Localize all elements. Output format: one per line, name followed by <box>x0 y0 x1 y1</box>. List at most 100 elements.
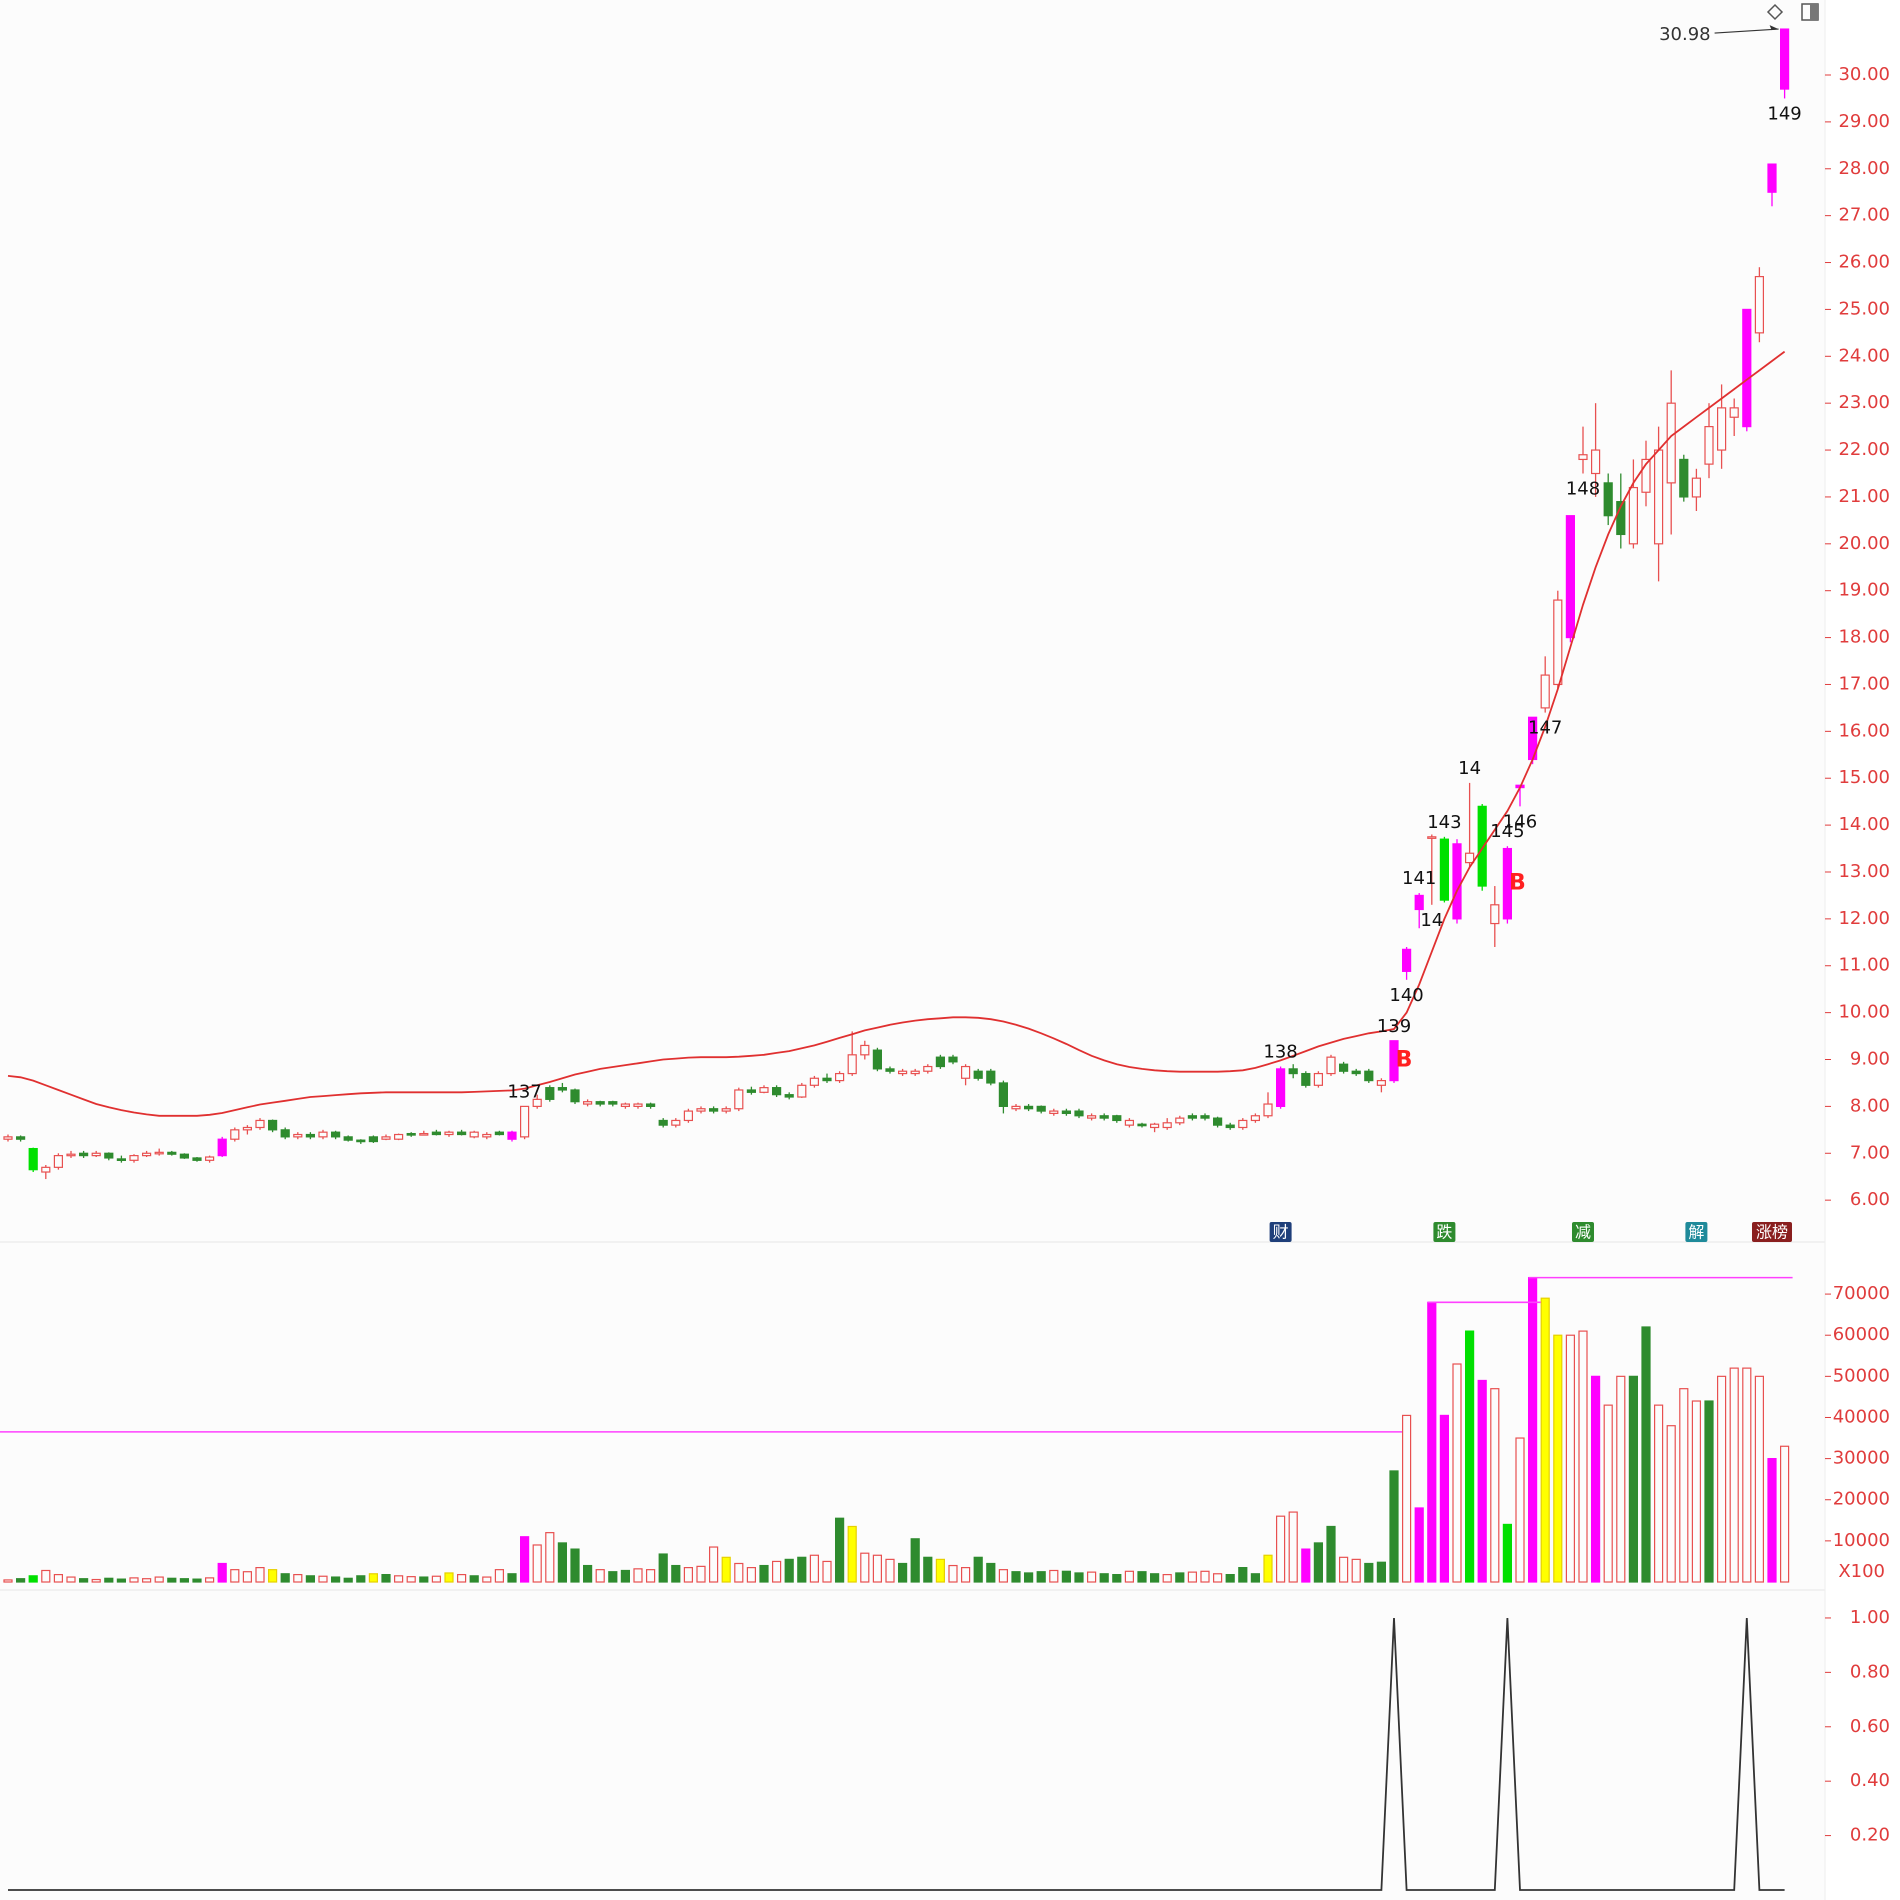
volume-bar <box>444 1572 454 1583</box>
candle-body <box>1628 486 1639 545</box>
volume-bar <box>1527 1277 1538 1583</box>
candle-body <box>897 1070 908 1075</box>
volume-bar <box>986 1562 996 1583</box>
volume-bar <box>1515 1437 1525 1583</box>
volume-bar <box>1036 1571 1046 1583</box>
candle-body <box>1200 1115 1210 1119</box>
candle-body <box>1679 458 1689 498</box>
volume-bar <box>1061 1570 1072 1583</box>
moving-average <box>7 350 1786 1117</box>
candle-body <box>242 1126 252 1131</box>
candle-body <box>1401 948 1412 972</box>
y-tick-label: 16.00 <box>1838 720 1890 741</box>
candle-body <box>1691 477 1702 498</box>
volume-bar <box>1187 1571 1198 1583</box>
candle-annotation: 145 <box>1490 821 1524 842</box>
volume-bar <box>1389 1470 1399 1583</box>
volume-bar <box>897 1562 908 1583</box>
candle-body <box>973 1070 983 1079</box>
event-icon[interactable] <box>1572 1222 1594 1242</box>
candle-body <box>1540 674 1550 709</box>
y-tick-label: 0.40 <box>1850 1770 1890 1791</box>
volume-bar <box>1653 1404 1664 1583</box>
volume-bar <box>1590 1375 1601 1583</box>
candle-body <box>986 1070 996 1084</box>
event-icon[interactable] <box>1752 1222 1792 1242</box>
candle-body <box>507 1131 517 1140</box>
volume-bar <box>457 1573 467 1583</box>
volume-bar <box>935 1558 946 1583</box>
candle-body <box>1301 1072 1311 1086</box>
max-arrow <box>1714 28 1779 34</box>
y-tick-label: 6.00 <box>1850 1189 1890 1210</box>
candle-body <box>658 1119 668 1126</box>
volume-bar <box>1301 1548 1311 1583</box>
event-icon[interactable] <box>1685 1222 1708 1242</box>
event-icon[interactable] <box>1269 1222 1292 1242</box>
volume-bar <box>1641 1326 1651 1583</box>
volume-bar <box>331 1576 341 1583</box>
candle-body <box>1225 1124 1235 1129</box>
candle-body <box>1149 1123 1160 1129</box>
volume-bar <box>797 1556 807 1583</box>
candle-body <box>305 1133 315 1138</box>
y-tick-label: 27.00 <box>1838 205 1890 226</box>
volume-bar <box>1023 1572 1034 1583</box>
candle-annotation: 14 <box>1458 758 1481 779</box>
candle-body <box>1742 308 1752 428</box>
volume-bar <box>1742 1367 1752 1583</box>
candle-body <box>1414 894 1424 911</box>
volume-bar <box>66 1576 76 1583</box>
y-tick-label: 50000 <box>1833 1365 1890 1386</box>
volume-bar <box>280 1573 290 1583</box>
volume-bar <box>1452 1363 1462 1583</box>
volume-bar <box>1616 1375 1626 1583</box>
candle-body <box>142 1152 152 1157</box>
y-tick-label: 15.00 <box>1838 767 1890 788</box>
volume-bar <box>1238 1567 1248 1583</box>
candle-body <box>608 1101 618 1105</box>
volume-bar <box>318 1575 328 1583</box>
candle-body <box>381 1136 391 1140</box>
volume-bar <box>683 1567 694 1583</box>
y-tick-label: 19.00 <box>1838 580 1890 601</box>
candle-annotation: 138 <box>1263 1042 1297 1063</box>
candle-annotation: 14 <box>1420 910 1443 931</box>
volume-bar <box>230 1569 240 1583</box>
candle-body <box>721 1108 731 1112</box>
candle-body <box>1049 1110 1059 1115</box>
candle-body <box>192 1157 202 1161</box>
volume-bar <box>1716 1375 1727 1583</box>
candle-body <box>66 1153 76 1157</box>
y-tick-label: 21.00 <box>1838 486 1890 507</box>
diamond-icon[interactable] <box>1766 3 1784 21</box>
candle-body <box>1162 1122 1172 1129</box>
volume-bar <box>1275 1515 1286 1583</box>
volume-bar <box>809 1554 820 1583</box>
volume-bar <box>620 1569 631 1583</box>
y-tick-label: 0.20 <box>1850 1825 1890 1846</box>
candle-body <box>872 1049 883 1070</box>
volume-bar <box>960 1567 971 1583</box>
candle-body <box>708 1108 719 1112</box>
candle-body <box>595 1101 605 1105</box>
candle-body <box>519 1105 530 1138</box>
candle-body <box>1565 515 1576 639</box>
candle-body <box>1036 1105 1046 1112</box>
candle-body <box>1250 1115 1261 1122</box>
candle-body <box>570 1089 580 1103</box>
candle-body <box>1779 28 1790 90</box>
candle-body <box>1590 449 1601 475</box>
y-tick-label: 23.00 <box>1838 392 1890 413</box>
candle-body <box>1061 1110 1072 1115</box>
volume-bar <box>532 1544 542 1583</box>
y-tick-label: 1.00 <box>1850 1607 1890 1628</box>
candle-body <box>129 1155 139 1161</box>
candle-body <box>1023 1105 1034 1110</box>
volume-bar <box>1540 1297 1550 1583</box>
volume-bar <box>545 1532 555 1583</box>
volume-bar <box>708 1546 719 1583</box>
event-icon[interactable] <box>1433 1222 1456 1242</box>
candle-body <box>1704 426 1714 465</box>
candle-body <box>280 1129 290 1138</box>
